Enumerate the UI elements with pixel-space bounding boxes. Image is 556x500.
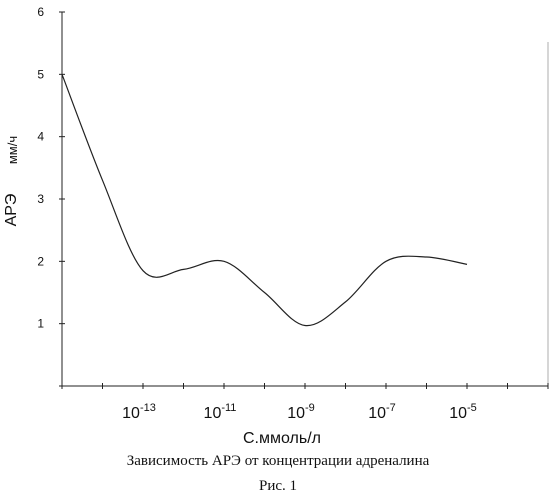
x-tick-label: 10-5 [449, 402, 477, 422]
y-tick-label: 6 [37, 5, 44, 19]
x-ticks: 10-13 10-11 10-9 10-7 10-5 [62, 383, 548, 422]
x-tick-label: 10-13 [122, 402, 156, 422]
x-tick-label: 10-7 [368, 402, 396, 422]
y-tick-label: 1 [37, 317, 44, 331]
y-ticks: 1 2 3 4 5 6 [37, 5, 65, 386]
x-tick-label: 10-11 [204, 402, 237, 422]
axes [62, 12, 548, 386]
x-tick-label: 10-9 [287, 402, 315, 422]
y-axis-label: АРЭ [3, 194, 20, 227]
y-tick-label: 5 [37, 67, 44, 81]
figure-number: Рис. 1 [0, 478, 556, 495]
y-axis-unit: мм/ч [5, 136, 20, 164]
y-tick-label: 3 [37, 192, 44, 206]
series [62, 74, 467, 325]
figure-caption: Зависимость АРЭ от концентрации адренали… [0, 453, 556, 470]
data-line [62, 74, 467, 325]
y-tick-label: 2 [37, 254, 44, 268]
x-axis-label: С.ммоль/л [243, 430, 321, 447]
y-tick-label: 4 [37, 130, 44, 144]
